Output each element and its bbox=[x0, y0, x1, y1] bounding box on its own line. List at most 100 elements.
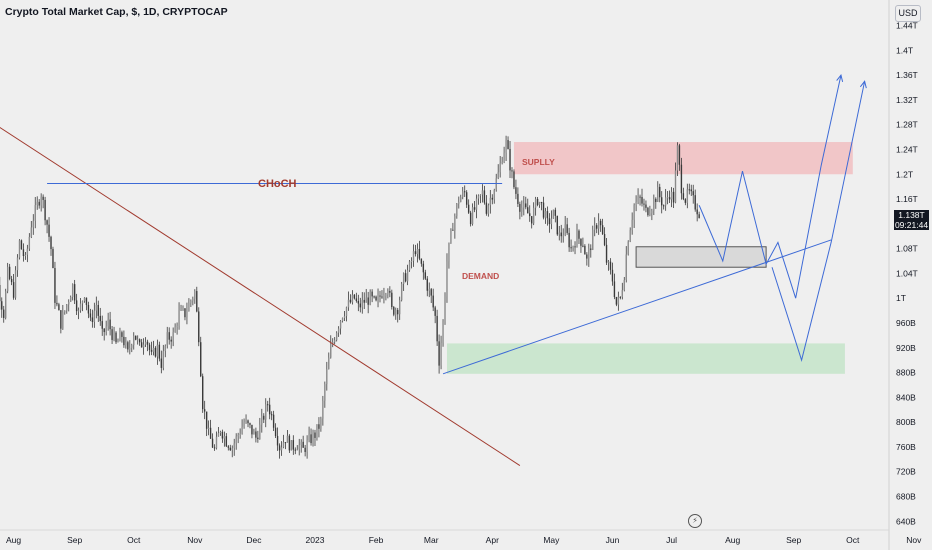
candle bbox=[18, 239, 21, 260]
trendline-downtrend[interactable] bbox=[0, 118, 521, 466]
candle bbox=[202, 373, 204, 413]
candle bbox=[404, 269, 407, 283]
candle bbox=[339, 320, 342, 335]
candle bbox=[637, 188, 639, 205]
candle bbox=[302, 435, 304, 448]
candle bbox=[645, 200, 647, 213]
candle bbox=[333, 337, 336, 345]
candle bbox=[477, 194, 480, 205]
candle bbox=[162, 344, 164, 371]
candle bbox=[1, 297, 3, 318]
candle bbox=[688, 183, 690, 195]
candle bbox=[225, 433, 228, 448]
candle bbox=[241, 419, 243, 435]
candle bbox=[170, 336, 172, 349]
candle bbox=[444, 292, 446, 325]
candle bbox=[534, 196, 537, 216]
candle bbox=[666, 191, 669, 205]
candle bbox=[73, 279, 76, 305]
candle bbox=[696, 203, 698, 222]
candle bbox=[70, 295, 72, 302]
y-tick-label: 920B bbox=[896, 343, 916, 353]
candle bbox=[458, 196, 460, 209]
candle bbox=[209, 419, 212, 439]
candle bbox=[554, 207, 557, 223]
candle bbox=[601, 218, 604, 235]
projection-path[interactable] bbox=[771, 81, 866, 362]
candle bbox=[178, 302, 180, 330]
candle bbox=[406, 264, 409, 286]
candle bbox=[670, 187, 673, 208]
zone-range[interactable] bbox=[635, 246, 767, 268]
candle bbox=[282, 434, 285, 449]
candle bbox=[434, 305, 436, 324]
x-tick-label: Dec bbox=[246, 535, 262, 545]
candle bbox=[659, 183, 661, 203]
candle bbox=[369, 289, 371, 306]
candle bbox=[402, 272, 405, 291]
candle bbox=[580, 238, 582, 253]
arrow-head-icon bbox=[859, 80, 867, 89]
candle bbox=[75, 293, 78, 316]
trendline-uptrend[interactable] bbox=[442, 239, 832, 375]
candle bbox=[662, 204, 665, 210]
zone-demand[interactable] bbox=[446, 343, 845, 374]
candle bbox=[257, 430, 259, 443]
candle bbox=[174, 323, 176, 333]
currency-button[interactable]: USD bbox=[895, 5, 921, 22]
candle bbox=[544, 207, 547, 224]
candle bbox=[290, 440, 293, 451]
candle bbox=[546, 206, 549, 226]
candle bbox=[186, 302, 188, 325]
candle bbox=[365, 288, 367, 303]
candle bbox=[584, 244, 586, 255]
candle bbox=[450, 228, 452, 244]
candle bbox=[428, 282, 430, 298]
candle bbox=[296, 445, 298, 451]
candle bbox=[393, 305, 395, 317]
y-tick-label: 1.28T bbox=[896, 120, 918, 130]
candle bbox=[684, 198, 687, 206]
candle bbox=[655, 197, 657, 209]
lightning-icon[interactable]: ⚡ bbox=[688, 514, 702, 528]
candle bbox=[377, 288, 379, 308]
x-tick-label: Oct bbox=[846, 535, 860, 545]
candle bbox=[668, 190, 671, 204]
candle bbox=[3, 305, 5, 323]
candle bbox=[207, 420, 210, 436]
candle bbox=[144, 337, 147, 348]
candle bbox=[385, 292, 387, 301]
candle bbox=[318, 417, 320, 438]
zone-suplly[interactable] bbox=[513, 142, 853, 175]
candle bbox=[467, 199, 470, 214]
candle bbox=[558, 225, 560, 241]
candle bbox=[152, 340, 155, 356]
candle bbox=[138, 338, 141, 346]
candle bbox=[312, 429, 314, 447]
candle bbox=[363, 292, 365, 310]
candle bbox=[576, 223, 578, 248]
candle bbox=[38, 199, 40, 209]
candle bbox=[14, 266, 17, 300]
x-tick-label: Jul bbox=[666, 535, 677, 545]
candle bbox=[698, 211, 700, 219]
candle bbox=[314, 429, 316, 446]
candle bbox=[249, 422, 251, 429]
candle bbox=[596, 223, 598, 234]
candle bbox=[223, 431, 226, 447]
candle bbox=[631, 212, 633, 235]
candle bbox=[156, 339, 159, 365]
candle bbox=[34, 197, 36, 229]
y-tick-label: 1.4T bbox=[896, 45, 913, 55]
candle bbox=[619, 296, 622, 300]
candle bbox=[192, 296, 194, 306]
candle bbox=[649, 205, 651, 217]
candle bbox=[438, 334, 440, 374]
candle bbox=[633, 203, 635, 228]
candle bbox=[440, 335, 442, 370]
candle bbox=[48, 217, 50, 242]
projection-path[interactable] bbox=[698, 75, 842, 299]
candle bbox=[95, 296, 98, 319]
candle bbox=[292, 435, 295, 455]
